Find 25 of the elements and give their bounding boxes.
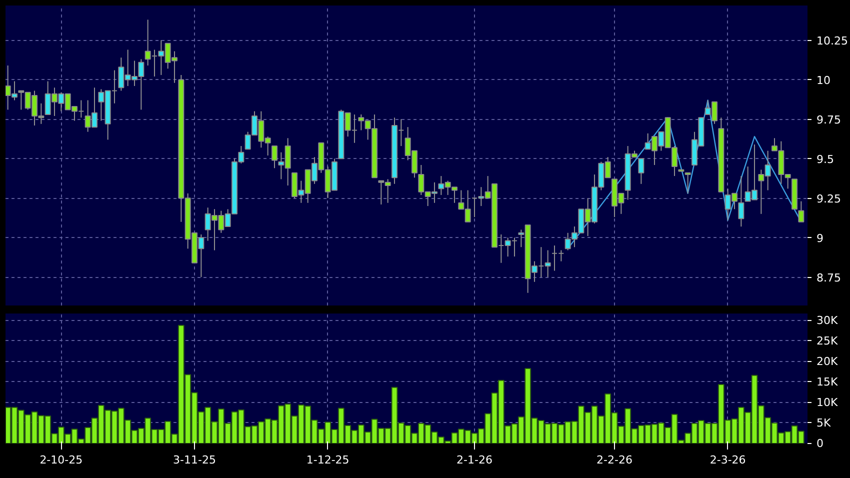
- y-tick-label: 9: [816, 232, 824, 246]
- y-tick-label: 10K: [816, 396, 838, 409]
- x-tick-label: 2-10-25: [40, 454, 83, 466]
- y-tick-label: 9.75: [816, 114, 841, 127]
- y-tick-label: 5K: [816, 416, 832, 430]
- y-tick-label: 8.75: [816, 272, 841, 285]
- y-tick-label: 15K: [816, 375, 838, 388]
- y-tick-label: 30K: [816, 314, 838, 327]
- y-tick-label: 10.25: [816, 34, 848, 48]
- y-tick-label: 9.5: [816, 153, 834, 166]
- candlestick: [798, 200, 804, 222]
- y-tick-label: 25K: [816, 334, 838, 348]
- x-tick-label: 3-11-25: [173, 454, 216, 466]
- x-tick-label: 2-2-26: [596, 454, 632, 466]
- y-tick-label: 9.25: [816, 192, 841, 206]
- y-tick-label: 0: [816, 437, 824, 450]
- x-tick-label: 2-3-26: [710, 454, 746, 466]
- candlestick: [738, 176, 744, 228]
- x-tick-label: 1-12-25: [306, 454, 350, 466]
- y-tick-label: 10: [816, 74, 830, 88]
- x-tick-label: 2-1-26: [456, 454, 492, 466]
- candlestick: [684, 172, 691, 194]
- candlestick: [638, 158, 644, 184]
- candlestick: [272, 146, 278, 169]
- y-tick-label: 20K: [816, 354, 838, 368]
